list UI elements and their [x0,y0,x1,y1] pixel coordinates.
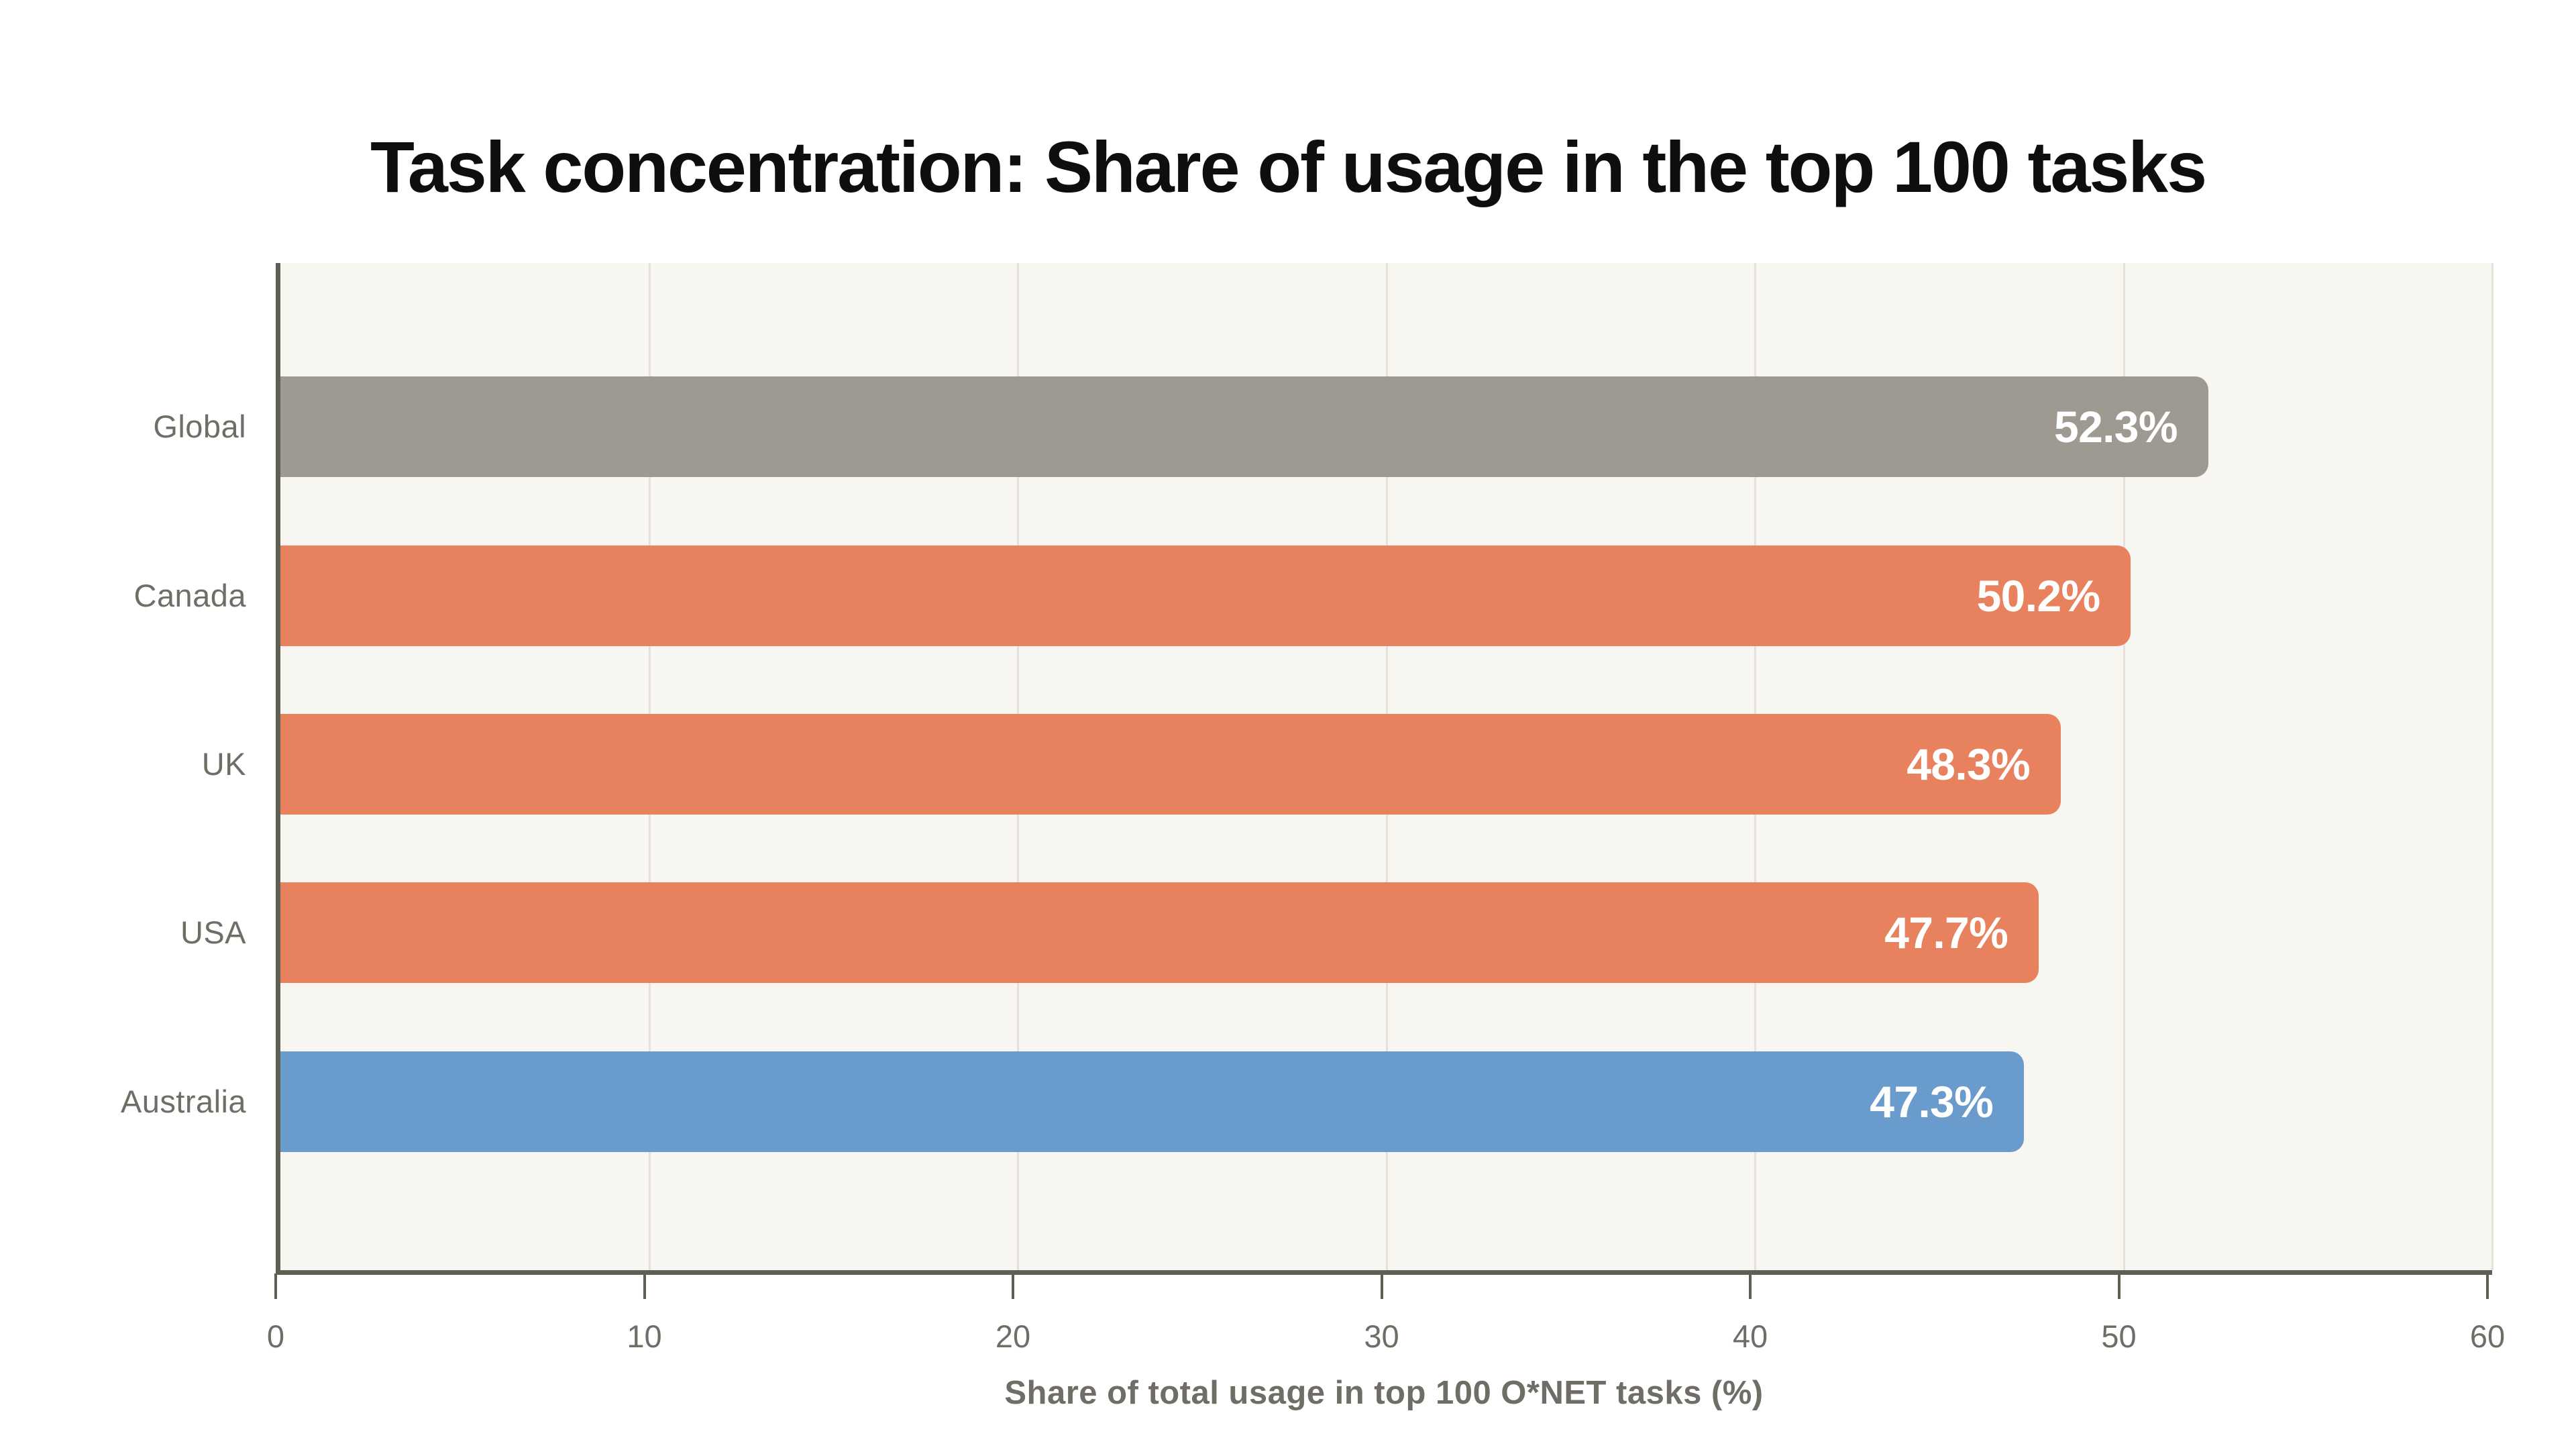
gridline-50 [2123,263,2125,1270]
bar-value-label: 48.3% [1907,739,2031,789]
x-tick-label-0: 0 [266,1318,285,1354]
gridline-60 [2491,263,2493,1270]
x-tick-label-50: 50 [2101,1318,2137,1354]
x-tick-10 [643,1273,646,1299]
x-tick-0 [274,1273,277,1299]
x-tick-60 [2486,1273,2489,1299]
category-label-usa: USA [180,915,246,951]
x-tick-20 [1012,1273,1014,1299]
category-label-uk: UK [201,746,246,782]
bar-uk: 48.3% [280,714,2061,815]
category-label-australia: Australia [120,1083,246,1119]
x-tick-label-30: 30 [1364,1318,1399,1354]
bar-value-label: 50.2% [1976,570,2101,621]
bar-value-label: 47.7% [1884,908,2008,958]
x-tick-50 [2117,1273,2121,1299]
chart-title: Task concentration: Share of usage in th… [370,126,2207,208]
bar-value-label: 47.3% [1870,1076,1994,1127]
plot-area: 52.3% 50.2% 48.3% 47.7% 47.3% [276,263,2493,1275]
category-label-canada: Canada [133,577,246,613]
bar-usa: 47.7% [280,882,2039,984]
x-tick-label-20: 20 [995,1318,1031,1354]
x-tick-label-10: 10 [627,1318,662,1354]
bar-value-label: 52.3% [2054,402,2178,452]
bar-global: 52.3% [280,376,2208,478]
x-tick-40 [1749,1273,1752,1299]
bar-canada: 50.2% [280,545,2131,646]
x-axis-title: Share of total usage in top 100 O*NET ta… [1004,1375,1764,1411]
x-tick-label-60: 60 [2469,1318,2506,1354]
bar-australia: 47.3% [280,1051,2025,1152]
x-tick-label-40: 40 [1732,1318,1768,1354]
category-label-global: Global [153,409,246,445]
x-tick-30 [1380,1273,1383,1299]
